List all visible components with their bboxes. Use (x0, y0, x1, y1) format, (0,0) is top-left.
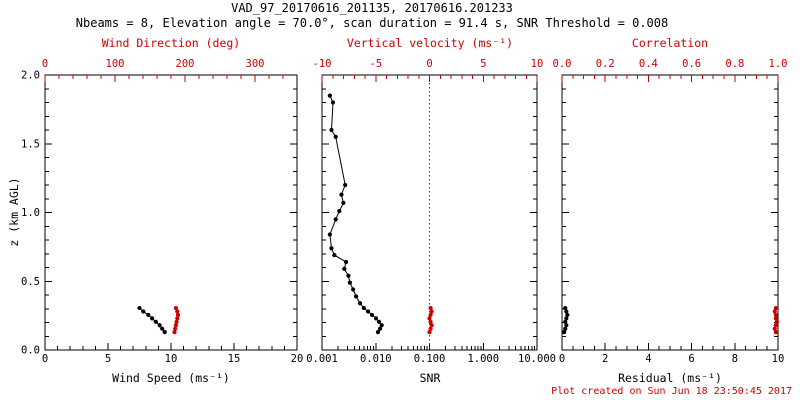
svg-text:0.4: 0.4 (639, 58, 658, 70)
svg-text:10: 10 (772, 353, 785, 365)
svg-text:5: 5 (480, 58, 486, 70)
svg-text:6: 6 (688, 353, 694, 365)
svg-text:2.0: 2.0 (21, 70, 40, 82)
svg-text:10.000: 10.000 (518, 353, 556, 365)
plot-title: VAD_97_20170616_201135, 20170616.201233 (231, 1, 513, 15)
y-axis-label: z (km AGL) (7, 177, 21, 247)
svg-text:0: 0 (42, 353, 48, 365)
svg-text:20: 20 (291, 353, 304, 365)
svg-text:100: 100 (106, 58, 125, 70)
svg-text:1.0: 1.0 (769, 58, 788, 70)
svg-text:0.100: 0.100 (414, 353, 446, 365)
svg-text:8: 8 (732, 353, 738, 365)
plot-header: VAD_97_20170616_201135, 20170616.201233 … (0, 1, 744, 31)
svg-text:15: 15 (228, 353, 241, 365)
vertical-velocity-axis-label: Vertical velocity (ms⁻¹) (346, 36, 514, 50)
svg-text:0.2: 0.2 (596, 58, 615, 70)
svg-text:2: 2 (602, 353, 608, 365)
svg-text:4: 4 (645, 353, 651, 365)
plot-subtitle: Nbeams = 8, Elevation angle = 70.0°, sca… (75, 16, 669, 30)
svg-text:1.5: 1.5 (21, 138, 40, 150)
svg-text:1.000: 1.000 (467, 353, 499, 365)
wind-direction-axis-label: Wind Direction (deg) (101, 36, 241, 50)
svg-text:0.0: 0.0 (21, 345, 40, 357)
svg-text:0.010: 0.010 (360, 353, 392, 365)
svg-text:0.5: 0.5 (21, 276, 40, 288)
svg-text:0.6: 0.6 (682, 58, 701, 70)
svg-text:1.0: 1.0 (21, 207, 40, 219)
svg-text:5: 5 (105, 353, 111, 365)
correlation-axis-label: Correlation (631, 36, 709, 50)
svg-text:0.8: 0.8 (725, 58, 744, 70)
svg-text:200: 200 (176, 58, 195, 70)
svg-text:0: 0 (426, 58, 432, 70)
snr-axis-label: SNR (419, 371, 441, 385)
svg-text:10: 10 (531, 58, 544, 70)
svg-text:10: 10 (165, 353, 178, 365)
svg-text:0: 0 (559, 353, 565, 365)
wind-speed-axis-label: Wind Speed (ms⁻¹) (112, 371, 230, 385)
svg-text:300: 300 (246, 58, 265, 70)
svg-text:0.0: 0.0 (553, 58, 572, 70)
svg-text:-5: -5 (369, 58, 382, 70)
plot-created-timestamp: Plot created on Sun Jun 18 23:50:45 2017 (551, 386, 792, 397)
svg-text:0.001: 0.001 (306, 353, 338, 365)
residual-axis-label: Residual (ms⁻¹) (618, 371, 722, 385)
svg-text:0: 0 (42, 58, 48, 70)
svg-text:-10: -10 (313, 58, 332, 70)
